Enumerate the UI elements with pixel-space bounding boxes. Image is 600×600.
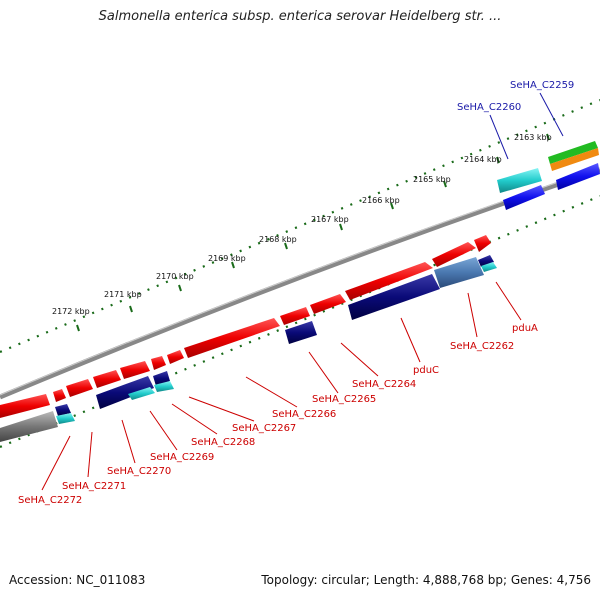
major-tick — [231, 261, 235, 269]
feature-blue-c2259[interactable] — [556, 163, 600, 190]
cds-red[interactable] — [310, 294, 346, 314]
gene-label[interactable]: SeHA_C2264 — [352, 379, 416, 390]
leader-line — [340, 342, 379, 377]
cds-navy[interactable] — [55, 404, 71, 416]
cds-cyan[interactable] — [481, 262, 497, 272]
map-title: Salmonella enterica subsp. enterica sero… — [98, 9, 502, 24]
feature-cyan-c2260[interactable] — [497, 168, 542, 193]
cds-red[interactable] — [345, 262, 433, 300]
cds-navy[interactable] — [285, 321, 317, 344]
tick-label: 2167 kbp — [311, 215, 349, 224]
leader-line — [467, 292, 478, 338]
cds-red[interactable] — [184, 318, 280, 358]
cds-cyan[interactable] — [56, 413, 75, 424]
gene-label[interactable]: SeHA_C2270 — [107, 466, 171, 477]
tick-label: 2163 kbp — [514, 133, 552, 142]
cds-navy[interactable] — [478, 255, 494, 267]
outer-feature-track — [497, 141, 600, 210]
gene-label[interactable]: SeHA_C2269 — [150, 452, 214, 463]
leader-line — [308, 351, 339, 394]
gene-label[interactable]: SeHA_C2268 — [191, 437, 255, 448]
cds-steel[interactable] — [434, 257, 484, 288]
gene-label[interactable]: SeHA_C2267 — [232, 423, 296, 434]
label-leader-lines — [41, 92, 564, 491]
feature-blue-c2260[interactable] — [503, 185, 545, 210]
cds-red[interactable] — [0, 394, 50, 418]
major-tick — [178, 284, 182, 292]
gene-label[interactable]: SeHA_C2266 — [272, 409, 336, 420]
outer-tick-ruler — [0, 98, 600, 354]
cds-grey[interactable] — [0, 411, 58, 442]
leader-line — [495, 281, 522, 321]
leader-line — [400, 317, 421, 363]
cds-red[interactable] — [167, 350, 184, 364]
cds-cyan[interactable] — [154, 381, 174, 392]
gene-label[interactable]: SeHA_C2265 — [312, 394, 376, 405]
gene-label[interactable]: SeHA_C2272 — [18, 495, 82, 506]
cds-navy[interactable] — [348, 274, 440, 320]
leader-line — [171, 403, 218, 435]
leader-line — [149, 410, 178, 451]
gene-label[interactable]: SeHA_C2271 — [62, 481, 126, 492]
tick-label: 2164 kbp — [464, 155, 502, 164]
feature-orange[interactable] — [550, 148, 599, 171]
tick-label: 2172 kbp — [52, 307, 90, 316]
tick-label: 2170 kbp — [156, 272, 194, 281]
tick-label: 2169 kbp — [208, 254, 246, 263]
leader-line — [489, 114, 509, 160]
tick-labels: 2163 kbp 2164 kbp 2165 kbp 2166 kbp 2167… — [52, 133, 552, 316]
feature-green[interactable] — [548, 141, 598, 164]
reverse-cds-track — [0, 255, 497, 442]
genome-summary-text: Topology: circular; Length: 4,888,768 bp… — [261, 573, 591, 587]
leader-line — [121, 419, 136, 464]
leader-line — [539, 92, 564, 137]
cds-cyan[interactable] — [128, 387, 155, 400]
leader-line — [87, 431, 93, 478]
major-tick — [284, 242, 288, 250]
gene-label[interactable]: pduA — [512, 323, 538, 334]
major-ticks — [76, 133, 550, 332]
forward-cds-track — [0, 235, 491, 418]
tick-label: 2165 kbp — [413, 175, 451, 184]
major-tick — [129, 305, 133, 313]
gene-label[interactable]: SeHA_C2262 — [450, 341, 514, 352]
cds-red[interactable] — [93, 370, 121, 388]
cds-navy[interactable] — [96, 376, 154, 409]
major-tick — [496, 156, 500, 164]
leader-line — [245, 376, 298, 408]
cds-red[interactable] — [120, 361, 150, 379]
tick-label: 2171 kbp — [104, 290, 142, 299]
gene-label[interactable]: pduC — [413, 365, 439, 376]
cds-red[interactable] — [474, 235, 491, 252]
cds-red[interactable] — [432, 242, 476, 267]
tick-label: 2168 kbp — [259, 235, 297, 244]
leader-line — [41, 435, 71, 491]
major-tick — [390, 202, 394, 210]
gene-label[interactable]: SeHA_C2259 — [510, 80, 574, 91]
gene-label[interactable]: SeHA_C2260 — [457, 102, 521, 113]
inner-tick-ruler — [0, 194, 600, 449]
cds-red[interactable] — [151, 356, 166, 370]
major-tick — [76, 324, 80, 332]
accession-text: Accession: NC_011083 — [9, 573, 146, 587]
major-tick — [339, 223, 343, 231]
major-tick — [546, 133, 550, 141]
cds-red[interactable] — [280, 307, 310, 325]
leader-line — [188, 396, 255, 422]
major-tick — [443, 180, 447, 188]
tick-label: 2166 kbp — [362, 196, 400, 205]
cds-red[interactable] — [66, 379, 93, 397]
cds-red[interactable] — [53, 389, 66, 402]
